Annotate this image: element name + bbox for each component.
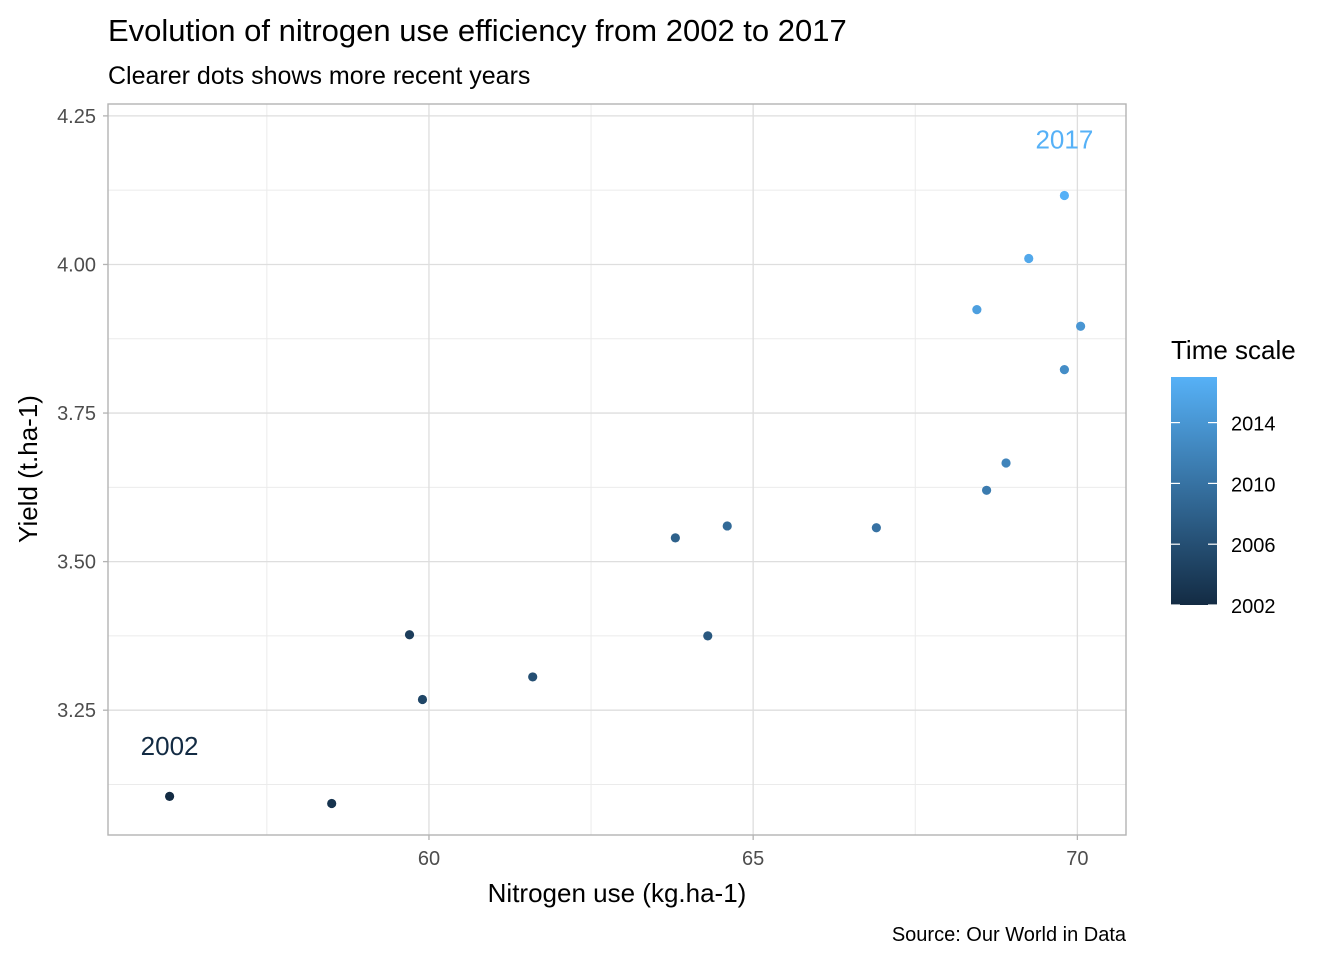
data-point — [1059, 190, 1070, 201]
legend-title: Time scale — [1171, 335, 1296, 365]
data-point — [871, 523, 881, 533]
y-tick-label: 3.50 — [57, 552, 96, 574]
legend-break-label: 2010 — [1231, 474, 1276, 496]
data-point — [327, 798, 337, 809]
plot-border — [107, 103, 1127, 836]
y-tick-label: 4.00 — [57, 254, 96, 276]
color-legend: Time scale 2002 2006 2010 2014 — [1171, 335, 1296, 618]
x-tick-label: 60 — [418, 848, 440, 870]
chart-title: Evolution of nitrogen use efficiency fro… — [108, 13, 847, 48]
x-tick-label: 70 — [1066, 848, 1088, 870]
y-axis-title: Yield (t.ha-1) — [13, 395, 43, 543]
y-tick-label: 3.75 — [57, 403, 96, 425]
x-tick-label: 65 — [742, 848, 764, 870]
data-point — [1024, 253, 1034, 264]
data-point — [1001, 458, 1011, 468]
data-point — [404, 630, 415, 640]
plot-area: 60 65 70 3.25 3.50 3.75 4.00 4.25 2002 2017 — [57, 103, 1127, 870]
x-axis-title: Nitrogen use (kg.ha-1) — [488, 878, 747, 908]
legend-break-label: 2014 — [1231, 414, 1276, 436]
data-point — [1076, 321, 1086, 331]
data-point — [670, 533, 680, 543]
data-point — [703, 631, 713, 641]
legend-break-label: 2002 — [1231, 596, 1276, 618]
data-point — [528, 672, 538, 682]
annotation-label: 2002 — [141, 731, 199, 761]
y-tick-label: 3.25 — [57, 700, 96, 722]
data-point — [417, 694, 428, 705]
data-point — [981, 485, 992, 495]
y-tick-label: 4.25 — [57, 106, 96, 128]
legend-break-label: 2006 — [1231, 535, 1276, 557]
annotation-label: 2017 — [1035, 125, 1093, 155]
data-point — [1059, 365, 1070, 375]
chart-caption: Source: Our World in Data — [892, 924, 1127, 946]
data-point — [164, 791, 175, 801]
data-point — [722, 521, 732, 531]
data-point — [972, 305, 982, 315]
chart-subtitle: Clearer dots shows more recent years — [108, 62, 530, 90]
legend-colorbar — [1171, 377, 1217, 605]
